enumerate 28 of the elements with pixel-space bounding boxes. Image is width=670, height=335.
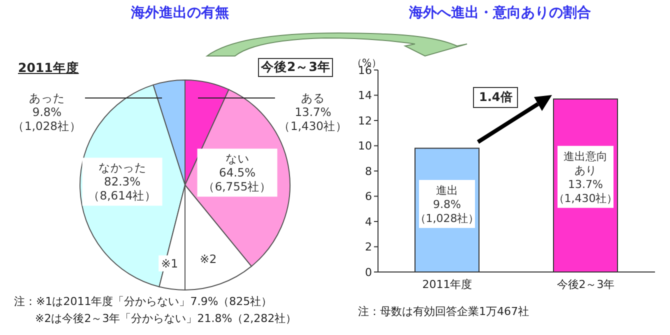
y-tick-label: 14 [358,89,372,102]
y-tick-label: 4 [365,215,372,228]
data-label: 82.3% （8,614社） [88,174,157,203]
chart-subtitle: 2011年度 [18,60,79,77]
slice-label: あった [29,91,65,105]
annotation: 1.4倍 [473,87,518,108]
y-tick-label: 0 [365,266,372,279]
slice-label: ある [301,91,325,105]
data-label: 進出意向あり 13.7% （1,430社） [553,150,618,205]
data-label: 13.7% （1,430社） [278,105,348,133]
chart-title: 海外へ進出・意向ありの割合 [408,4,592,22]
y-tick-label: 8 [365,164,372,178]
text: 注：※1は2011年度「分からない」7.9%（825社） [14,294,272,309]
chart-title: 今後2～3年 [258,58,334,77]
chart-title: 海外進出の有無 [130,4,230,22]
y-tick-label: 6 [365,190,372,204]
text: ※2は今後2～3年「分からない」21.8%（2,282社） [35,311,297,326]
data-label: 64.5% （6,755社） [202,166,272,194]
slice-label: ない [225,152,250,166]
y-tick-label: 2 [365,240,372,254]
y-tick-label: 12 [358,114,372,128]
slice-label: なかった [98,160,146,175]
data-label: 進出 9.8% （1,028社） [414,184,480,225]
y-tick-label: 10 [358,140,372,153]
slice-label: ※1 [161,256,178,270]
text: 注：母数は有効回答企業1万467社 [358,304,529,319]
slice-label: ※2 [200,252,217,266]
data-label: 9.8% （1,028社） [12,105,82,133]
